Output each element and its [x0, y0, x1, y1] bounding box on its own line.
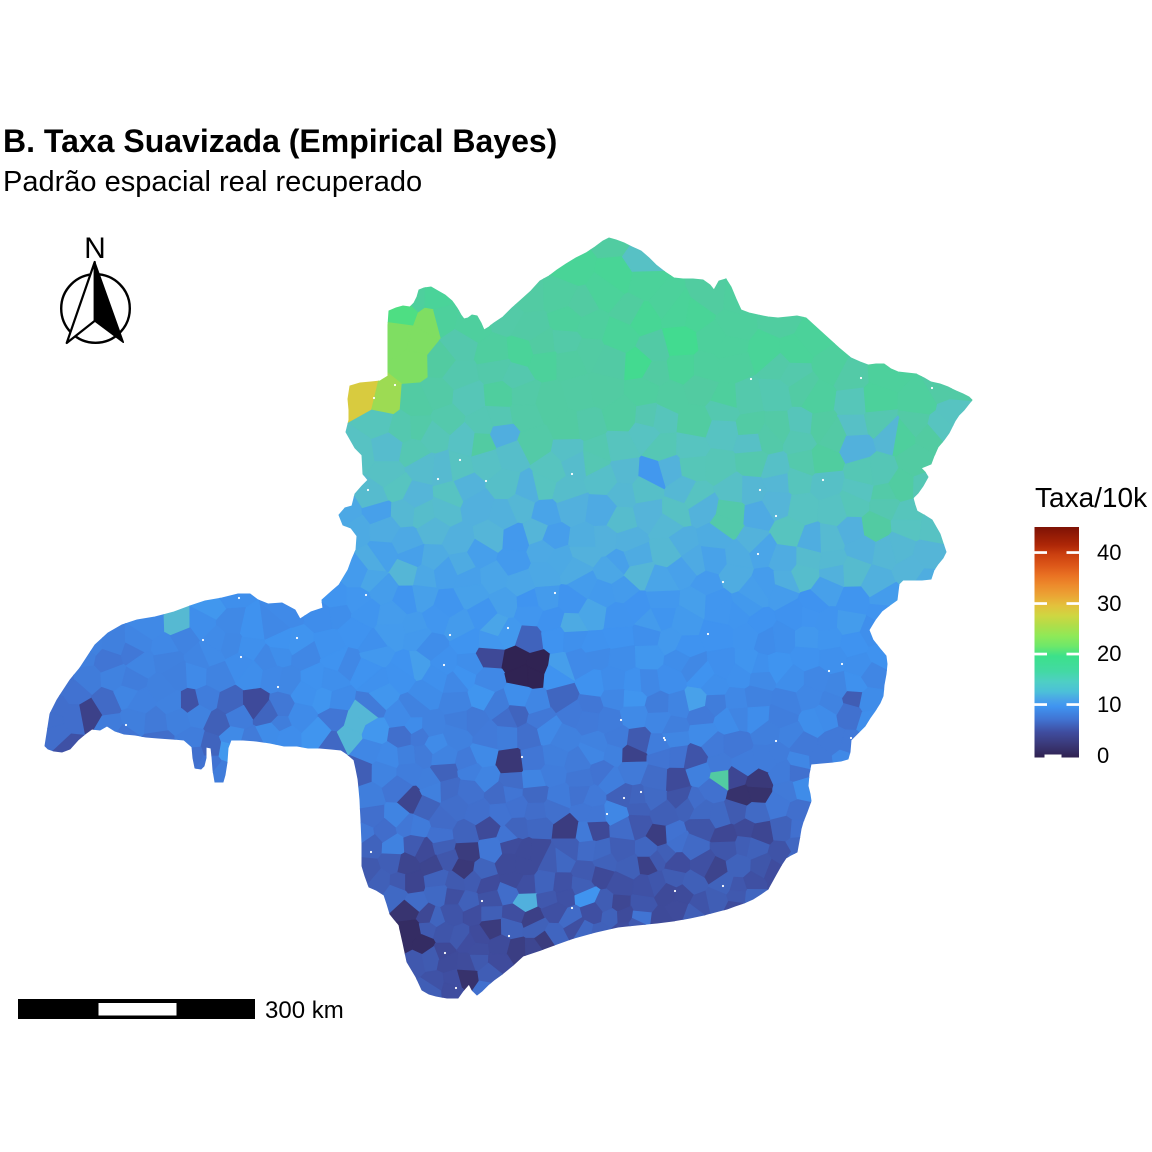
- svg-text:30: 30: [1097, 591, 1121, 616]
- svg-text:10: 10: [1097, 692, 1121, 717]
- svg-text:N: N: [84, 232, 106, 265]
- svg-text:B. Taxa Suavizada (Empirical B: B. Taxa Suavizada (Empirical Bayes): [3, 123, 557, 159]
- svg-text:20: 20: [1097, 641, 1121, 666]
- svg-text:0: 0: [1097, 743, 1109, 768]
- svg-text:300 km: 300 km: [265, 997, 344, 1024]
- svg-text:Taxa/10k: Taxa/10k: [1035, 482, 1148, 513]
- svg-text:Padrão espacial real recuperad: Padrão espacial real recuperado: [3, 166, 422, 198]
- svg-text:40: 40: [1097, 540, 1121, 565]
